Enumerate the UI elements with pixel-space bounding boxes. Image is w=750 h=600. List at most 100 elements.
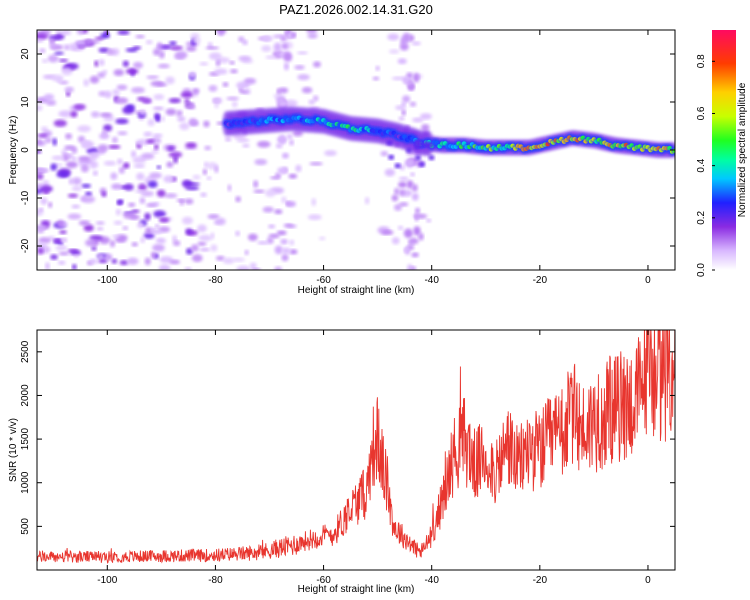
spectrogram-cell (152, 133, 163, 138)
spectrogram-cell (200, 192, 207, 197)
spectrogram-cell (70, 250, 82, 256)
spectrogram-cell (168, 41, 177, 46)
spectrogram-y-tick-label: 10 (20, 96, 31, 108)
spectrogram-cell (78, 44, 85, 50)
spectrogram-y-tick-label: 0 (20, 147, 31, 153)
spectrogram-cell (411, 41, 421, 46)
spectrogram-y-ticks: -20 -10 0 10 20 (20, 48, 675, 253)
snr-y-label: SNR (10 * v/v) (8, 418, 19, 482)
spectrogram-cell (242, 144, 250, 148)
spectrogram-cell (47, 54, 59, 63)
spectrogram-cell (145, 39, 153, 45)
spectrogram-cell (282, 43, 289, 50)
spectrogram-cell (125, 104, 135, 111)
spectrogram-cell (280, 35, 287, 42)
spectrogram-cell (116, 84, 128, 91)
spectrogram-frame (36, 29, 676, 271)
spectrogram-cell (397, 58, 407, 65)
spectrogram-cell (181, 216, 194, 225)
spectrogram-cell (85, 39, 92, 46)
spectrogram-cell (401, 101, 406, 107)
spectrogram-cell (180, 92, 194, 98)
spectrogram-cell (37, 224, 48, 230)
colorbar-gradient (712, 30, 736, 270)
ridge-cell (388, 154, 395, 160)
spectrogram-cell (37, 33, 48, 40)
spectrogram-cell (403, 247, 409, 253)
spectrogram-cell (391, 194, 399, 202)
spectrogram-cell (399, 164, 405, 171)
spectrogram-cell (109, 239, 116, 248)
spectrogram-cell (411, 192, 419, 201)
spectrogram-cell (80, 164, 89, 173)
spectrogram-cell (92, 170, 98, 176)
spectrogram-cell (165, 108, 177, 116)
spectrogram-cell (283, 223, 294, 228)
spectrogram-cell (172, 235, 177, 242)
spectrogram-cell (265, 55, 277, 60)
spectrogram-cell (90, 111, 100, 118)
spectrogram-cell (214, 102, 219, 109)
spectrogram-cell (81, 183, 91, 188)
spectrogram-cell (76, 30, 84, 35)
ridge-cell (418, 161, 425, 167)
spectrogram-cell (50, 254, 58, 260)
spectrogram-cell (153, 210, 166, 218)
spectrogram-cell (401, 109, 406, 116)
colorbar: 0.0 0.2 0.4 0.6 0.8 Normalized spectral ampl… (696, 30, 748, 277)
spectrogram-y-tick-label: -10 (20, 190, 31, 205)
spectrogram-cell (262, 206, 274, 213)
spectrogram-cell (384, 168, 396, 177)
spectrogram-cell (229, 60, 235, 65)
spectrogram-cell (97, 144, 109, 152)
spectrogram-y-tick-label: -20 (20, 238, 31, 253)
spectrogram-cell (65, 133, 73, 140)
spectrogram-cell (318, 236, 326, 241)
spectrogram-cell (262, 35, 271, 42)
spectrogram-cell (53, 51, 65, 55)
spectrogram-cell (135, 34, 145, 39)
spectrogram-cell (100, 32, 110, 39)
spectrogram-cell (268, 233, 280, 239)
snr-y-tick-label: 500 (20, 518, 31, 535)
spectrogram-cell (414, 213, 419, 222)
spectrogram-cell (236, 138, 250, 143)
spectrogram-cell (375, 65, 380, 71)
spectrogram-cell (232, 257, 245, 262)
spectrogram-cell (168, 97, 182, 104)
spectrogram-cell (131, 87, 145, 94)
spectrogram-cell (278, 100, 288, 110)
spectrogram-cell (155, 224, 160, 229)
spectrogram-cell (414, 207, 421, 214)
snr-frame (36, 329, 676, 571)
spectrogram-cell (134, 189, 147, 194)
spectrogram-cell (160, 45, 173, 50)
spectrogram-cell (118, 166, 125, 174)
spectrogram-x-tick-label: 0 (645, 275, 651, 286)
spectrogram-cell (410, 172, 415, 177)
spectrogram-cell (61, 237, 68, 243)
spectrogram-cell (132, 61, 144, 69)
spectrogram-cell (113, 69, 125, 77)
spectrogram-cell (411, 183, 418, 192)
spectrogram-cell (403, 228, 413, 239)
spectrogram-cell (68, 178, 74, 185)
spectrogram-cell (280, 238, 288, 245)
spectrogram-cell (103, 160, 117, 166)
spectrogram-cell (57, 260, 66, 265)
spectrogram-cell (103, 124, 113, 132)
spectrogram-cell (297, 74, 310, 81)
spectrogram-cell (169, 259, 181, 265)
spectrogram-cell (146, 75, 159, 80)
snr-x-tick-label: -80 (208, 575, 223, 586)
spectrogram-cell (274, 209, 283, 215)
spectrogram-cell (55, 245, 68, 251)
spectrogram-cell (297, 51, 308, 55)
spectrogram-cell (117, 131, 128, 136)
colorbar-tick-label: 0.0 (696, 263, 707, 277)
spectrogram-cell (222, 257, 235, 265)
spectrogram-cell (119, 260, 129, 266)
spectrogram-cell (189, 71, 196, 79)
spectrogram-cell (261, 45, 272, 52)
